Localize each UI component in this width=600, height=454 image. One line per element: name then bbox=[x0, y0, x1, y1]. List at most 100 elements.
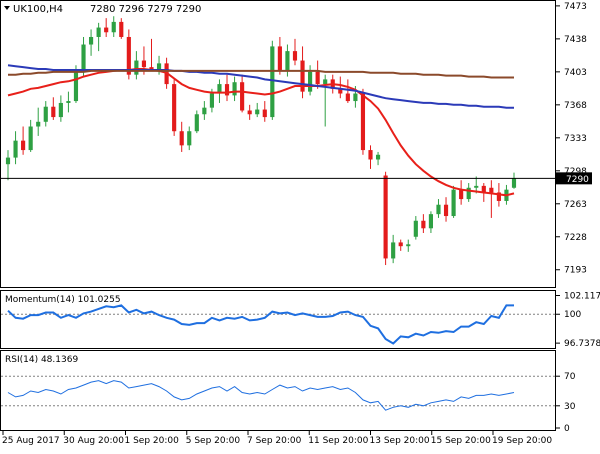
price-axis-label: 7403 bbox=[564, 68, 587, 78]
candle-bearish bbox=[496, 192, 501, 201]
current-price-label: 7290 bbox=[566, 175, 589, 185]
candle-bullish bbox=[43, 106, 48, 122]
candle-bullish bbox=[58, 102, 63, 118]
candle-bullish bbox=[111, 21, 116, 33]
candle-bearish bbox=[179, 131, 184, 146]
candle-bearish bbox=[360, 93, 366, 151]
candle-bullish bbox=[466, 187, 471, 200]
price-axis-label: 7333 bbox=[564, 134, 587, 144]
slow-moving-average-line bbox=[8, 69, 514, 79]
candle-bearish bbox=[459, 189, 464, 200]
candle-bullish bbox=[323, 79, 328, 85]
current-price-box bbox=[556, 172, 592, 185]
momentum-pane[interactable] bbox=[0, 290, 556, 349]
price-axis-label: 7263 bbox=[564, 200, 587, 210]
candle-bullish bbox=[255, 109, 260, 115]
price-axis-label: 7193 bbox=[564, 266, 587, 276]
candle-bullish bbox=[81, 44, 86, 70]
candle-bearish bbox=[51, 106, 56, 118]
candle-bullish bbox=[73, 69, 79, 102]
time-axis-label: 11 Sep 20:00 bbox=[308, 436, 368, 446]
candle-bearish bbox=[345, 93, 350, 102]
candle-bullish bbox=[474, 185, 479, 188]
candle-bullish bbox=[96, 27, 101, 37]
price-axis-label: 7228 bbox=[564, 233, 587, 243]
time-axis-label: 30 Aug 20:00 bbox=[63, 436, 124, 446]
time-axis-label: 13 Sep 20:00 bbox=[370, 436, 430, 446]
candle-bullish bbox=[13, 140, 18, 158]
candle-bearish bbox=[443, 204, 449, 217]
candle-bullish bbox=[217, 84, 222, 94]
triangle-down-icon[interactable] bbox=[4, 6, 10, 10]
candle-bullish bbox=[36, 121, 41, 127]
candle-bearish bbox=[149, 67, 154, 70]
candle-bearish bbox=[141, 60, 147, 68]
momentum-line bbox=[7, 304, 514, 345]
candle-bullish bbox=[5, 157, 11, 165]
candle-bullish bbox=[88, 36, 94, 45]
candle-bearish bbox=[368, 150, 373, 160]
momentum-title: Momentum(14) 101.0255 bbox=[5, 295, 121, 305]
candle-bearish bbox=[383, 175, 388, 259]
candle-bullish bbox=[428, 214, 434, 229]
candle-bullish bbox=[194, 114, 199, 132]
candle-bullish bbox=[375, 154, 381, 160]
candle-bearish bbox=[104, 27, 109, 33]
candle-bearish bbox=[292, 51, 298, 61]
time-axis-label: 25 Aug 2017 bbox=[2, 436, 60, 446]
candle-bullish bbox=[451, 189, 456, 217]
candle-bearish bbox=[247, 110, 252, 115]
candle-bearish bbox=[119, 21, 124, 37]
rsi-axis-label: 0 bbox=[564, 424, 570, 434]
candle-bearish bbox=[481, 185, 486, 193]
candle-bullish bbox=[406, 244, 411, 247]
time-axis-label: 15 Sep 20:00 bbox=[431, 436, 491, 446]
candle-bullish bbox=[134, 60, 139, 75]
price-axis-label: 7438 bbox=[564, 35, 587, 45]
time-axis-label: 5 Sep 20:00 bbox=[186, 436, 241, 446]
candle-bearish bbox=[300, 60, 305, 92]
time-axis-label: 19 Sep 20:00 bbox=[492, 436, 552, 446]
candle-bullish bbox=[156, 63, 162, 70]
candle-bullish bbox=[187, 131, 192, 146]
rsi-pane[interactable] bbox=[0, 350, 556, 431]
symbol-label: UK100,H4 bbox=[13, 4, 63, 15]
candle-bearish bbox=[315, 71, 320, 85]
candle-bullish bbox=[511, 178, 517, 188]
candle-bullish bbox=[285, 51, 290, 70]
fast-moving-average-line bbox=[7, 68, 515, 197]
price-axis-label: 7473 bbox=[564, 2, 587, 12]
rsi-axis-label: 70 bbox=[564, 372, 576, 382]
rsi-axis-label: 30 bbox=[564, 402, 576, 412]
candle-bearish bbox=[172, 84, 177, 132]
time-axis-label: 7 Sep 20:00 bbox=[247, 436, 302, 446]
candle-bearish bbox=[338, 88, 343, 94]
candle-bullish bbox=[28, 126, 33, 151]
candle-bearish bbox=[421, 220, 426, 229]
candle-bearish bbox=[277, 46, 282, 70]
quote-label: 7280 7296 7279 7290 bbox=[90, 4, 201, 15]
candle-bearish bbox=[398, 242, 403, 247]
candle-bearish bbox=[126, 36, 131, 75]
candle-bullish bbox=[66, 101, 71, 103]
rsi-line bbox=[7, 380, 515, 411]
candle-bearish bbox=[21, 140, 26, 151]
momentum-axis-label: 100 bbox=[564, 310, 581, 320]
candle-bullish bbox=[202, 107, 207, 115]
time-axis-label: 1 Sep 20:00 bbox=[125, 436, 180, 446]
candle-bullish bbox=[270, 46, 275, 118]
candle-bullish bbox=[353, 93, 358, 102]
price-axis-label: 7298 bbox=[564, 167, 587, 177]
candle-bearish bbox=[262, 109, 267, 118]
candle-bearish bbox=[489, 187, 494, 193]
price-axis-label: 7368 bbox=[564, 101, 587, 111]
candle-bullish bbox=[391, 242, 396, 259]
candle-bullish bbox=[308, 71, 313, 92]
candle-bearish bbox=[224, 84, 230, 96]
momentum-axis-label: 96.7378 bbox=[564, 339, 600, 349]
candle-bullish bbox=[436, 204, 441, 215]
candle-bullish bbox=[413, 220, 418, 237]
candle-bullish bbox=[209, 93, 214, 108]
